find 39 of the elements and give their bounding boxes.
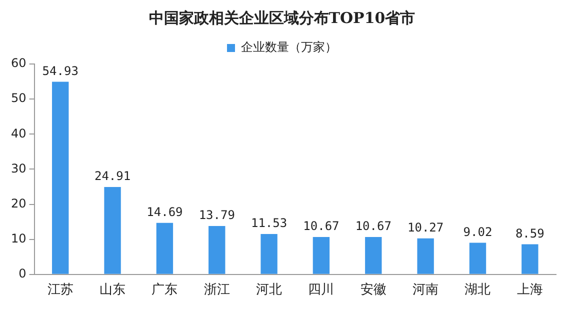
y-tick-label: 30 — [10, 161, 26, 176]
x-tick-label: 河北 — [256, 282, 282, 298]
data-label: 9.02 — [463, 224, 492, 239]
y-tick-label: 50 — [10, 91, 26, 106]
x-tick-label: 浙江 — [204, 282, 230, 298]
legend-label: 企业数量（万家） — [241, 40, 337, 54]
y-tick-label: 0 — [18, 266, 26, 281]
y-tick-label: 60 — [10, 56, 26, 70]
x-tick-label: 山东 — [100, 282, 126, 298]
data-label: 54.93 — [42, 64, 78, 78]
data-label: 10.27 — [408, 220, 444, 235]
x-tick-label: 上海 — [516, 282, 543, 298]
data-label: 24.91 — [94, 169, 131, 184]
bar — [104, 187, 121, 274]
bar — [312, 236, 330, 274]
x-tick-label: 江苏 — [47, 282, 74, 298]
y-tick-label: 20 — [10, 196, 26, 210]
x-tick-label: 四川 — [308, 282, 334, 298]
bar — [52, 82, 69, 274]
y-tick-label: 10 — [10, 231, 26, 246]
data-label: 10.67 — [355, 219, 392, 234]
bar — [469, 242, 486, 274]
bar — [208, 226, 226, 274]
x-tick-label: 广东 — [152, 282, 178, 298]
bar — [417, 238, 434, 274]
bar — [365, 236, 382, 274]
data-label: 13.79 — [198, 208, 235, 222]
bar — [260, 234, 278, 274]
bar — [522, 244, 538, 274]
x-tick-label: 河南 — [412, 282, 439, 298]
x-tick-label: 安徽 — [360, 282, 386, 298]
bar — [156, 222, 174, 274]
data-label: 10.67 — [303, 219, 340, 234]
data-label: 11.53 — [250, 216, 288, 230]
data-label: 14.69 — [146, 205, 183, 220]
y-tick-label: 40 — [10, 126, 26, 140]
chart-title: 中国家政相关企业区域分布TOP10省市 — [148, 8, 416, 27]
data-label: 8.59 — [515, 226, 544, 240]
x-tick-label: 湖北 — [464, 282, 491, 298]
